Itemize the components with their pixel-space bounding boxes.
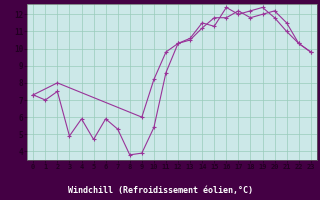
Text: Windchill (Refroidissement éolien,°C): Windchill (Refroidissement éolien,°C) [68,186,252,194]
